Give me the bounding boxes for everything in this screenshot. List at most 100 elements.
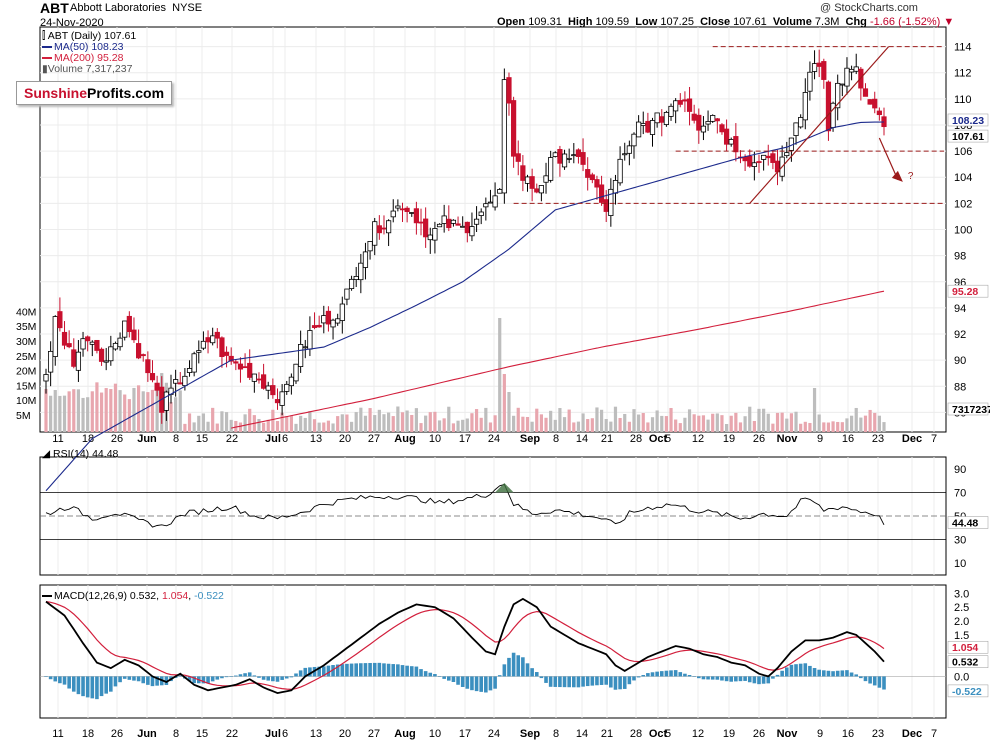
macd-hist-bar bbox=[840, 670, 845, 677]
volume-bar bbox=[655, 410, 659, 432]
candle-body bbox=[57, 311, 63, 329]
macd-hist-bar bbox=[238, 674, 243, 677]
candle-body bbox=[436, 223, 443, 228]
macd-hist-bar bbox=[734, 676, 738, 682]
macd-hist-bar bbox=[215, 676, 220, 680]
volume-bar bbox=[132, 387, 136, 432]
volume-bar bbox=[62, 395, 67, 432]
candle-body bbox=[214, 331, 220, 339]
high-value: 109.59 bbox=[595, 16, 630, 28]
volume-bar bbox=[312, 419, 317, 432]
macd-hist-bar bbox=[872, 676, 877, 686]
volume-bar bbox=[822, 422, 826, 432]
volume-bar bbox=[461, 419, 465, 432]
macd-hist-bar bbox=[400, 665, 405, 677]
macd-hist-bar bbox=[562, 676, 567, 688]
macd-hist-bar bbox=[613, 676, 618, 690]
macd-hist-bar bbox=[826, 670, 831, 677]
candle-body bbox=[284, 383, 290, 392]
candle-body bbox=[288, 376, 294, 387]
macd-hist-bar bbox=[224, 676, 229, 678]
volume-bar bbox=[243, 414, 247, 432]
candle-body bbox=[362, 251, 369, 268]
macd-hist-bar bbox=[743, 676, 747, 681]
legend-price-text: ABT (Daily) 107.61 bbox=[47, 30, 137, 42]
volume-bar bbox=[220, 411, 224, 432]
candle-body bbox=[469, 226, 475, 237]
candle-body bbox=[529, 176, 535, 189]
date-tick-label: 23 bbox=[872, 433, 884, 445]
volume-bar bbox=[368, 408, 372, 432]
volume-bar bbox=[507, 392, 511, 432]
volume-bar bbox=[734, 412, 738, 432]
rsi-tick-label: 30 bbox=[954, 535, 966, 547]
open-value: 109.31 bbox=[528, 16, 562, 28]
date-tick-label-bottom: Dec bbox=[902, 728, 922, 740]
volume-value: 7.3M bbox=[814, 16, 840, 28]
candle-body bbox=[844, 67, 850, 87]
macd-name: MACD(12,26,9) bbox=[54, 590, 127, 602]
candle-body bbox=[705, 121, 711, 125]
volume-bar bbox=[701, 415, 706, 432]
macd-hist-bar bbox=[118, 676, 122, 683]
volume-bar bbox=[275, 421, 280, 432]
date-tick-label: 8 bbox=[173, 433, 179, 445]
volume-bar bbox=[76, 389, 81, 432]
rsi-tag-box bbox=[947, 516, 989, 529]
candle-body bbox=[48, 350, 54, 373]
volume-tag-box bbox=[947, 402, 989, 416]
macd-hist-bar bbox=[178, 675, 183, 677]
macd-hist-bar bbox=[567, 676, 571, 688]
macd-hist-bar bbox=[243, 673, 247, 677]
macd-hist-bar bbox=[271, 676, 275, 682]
date-tick-label: 16 bbox=[842, 433, 854, 445]
volume-bar bbox=[280, 412, 284, 432]
macd-value: 0.532 bbox=[129, 590, 157, 602]
candle-body bbox=[580, 152, 586, 165]
candle-body bbox=[381, 227, 387, 230]
candle-body bbox=[321, 315, 327, 324]
volume-bar bbox=[660, 415, 664, 432]
date-tick-label-bottom: 26 bbox=[753, 728, 765, 740]
legend-volume: ▮Volume 7,317,237 bbox=[42, 63, 132, 75]
macd-hist-bar bbox=[812, 668, 817, 677]
macd-hist-bar bbox=[479, 676, 484, 692]
candle-body bbox=[117, 337, 123, 348]
date-tick-label: 15 bbox=[196, 433, 208, 445]
ma50-line bbox=[45, 121, 885, 492]
volume-bar bbox=[674, 419, 678, 432]
rising-trendline bbox=[749, 46, 890, 204]
macd-hist-bar bbox=[345, 663, 349, 677]
macd-hist-bar bbox=[646, 673, 650, 677]
rsi-line bbox=[45, 483, 885, 528]
macd-hist-bar bbox=[808, 665, 812, 677]
candle-body bbox=[247, 362, 253, 378]
volume-bar bbox=[789, 413, 794, 432]
candle-body bbox=[80, 338, 86, 350]
volume-bar bbox=[192, 422, 196, 432]
volume-bar bbox=[456, 420, 460, 432]
macd-hist-bar bbox=[766, 676, 771, 684]
volume-bar bbox=[433, 411, 437, 432]
macd-hist-bar bbox=[534, 672, 539, 677]
volume-bar bbox=[373, 415, 377, 432]
macd-hist-bar bbox=[530, 668, 534, 677]
candle-body bbox=[464, 221, 470, 234]
legend-volume-text: Volume 7,317,237 bbox=[47, 63, 133, 75]
candle-body bbox=[710, 115, 716, 122]
macd-hist-bar bbox=[692, 676, 696, 677]
volume-bar bbox=[762, 408, 766, 432]
volume-bar bbox=[669, 408, 673, 432]
volume-bar bbox=[354, 412, 358, 432]
volume-tick-label: 35M bbox=[16, 321, 36, 333]
ma50-tag: 108.23 bbox=[952, 115, 984, 127]
macd-hist-bar bbox=[669, 670, 673, 677]
date-tick-label-bottom: Aug bbox=[394, 728, 415, 740]
sunshine-profits-logo: SunshineProfits.com bbox=[16, 81, 172, 105]
candle-body bbox=[723, 128, 730, 145]
volume-bar bbox=[211, 407, 215, 432]
volume-bar bbox=[752, 420, 756, 432]
macd-hist-bar bbox=[127, 676, 132, 680]
macd-hist-bar bbox=[590, 676, 595, 686]
volume-bar bbox=[535, 408, 539, 432]
